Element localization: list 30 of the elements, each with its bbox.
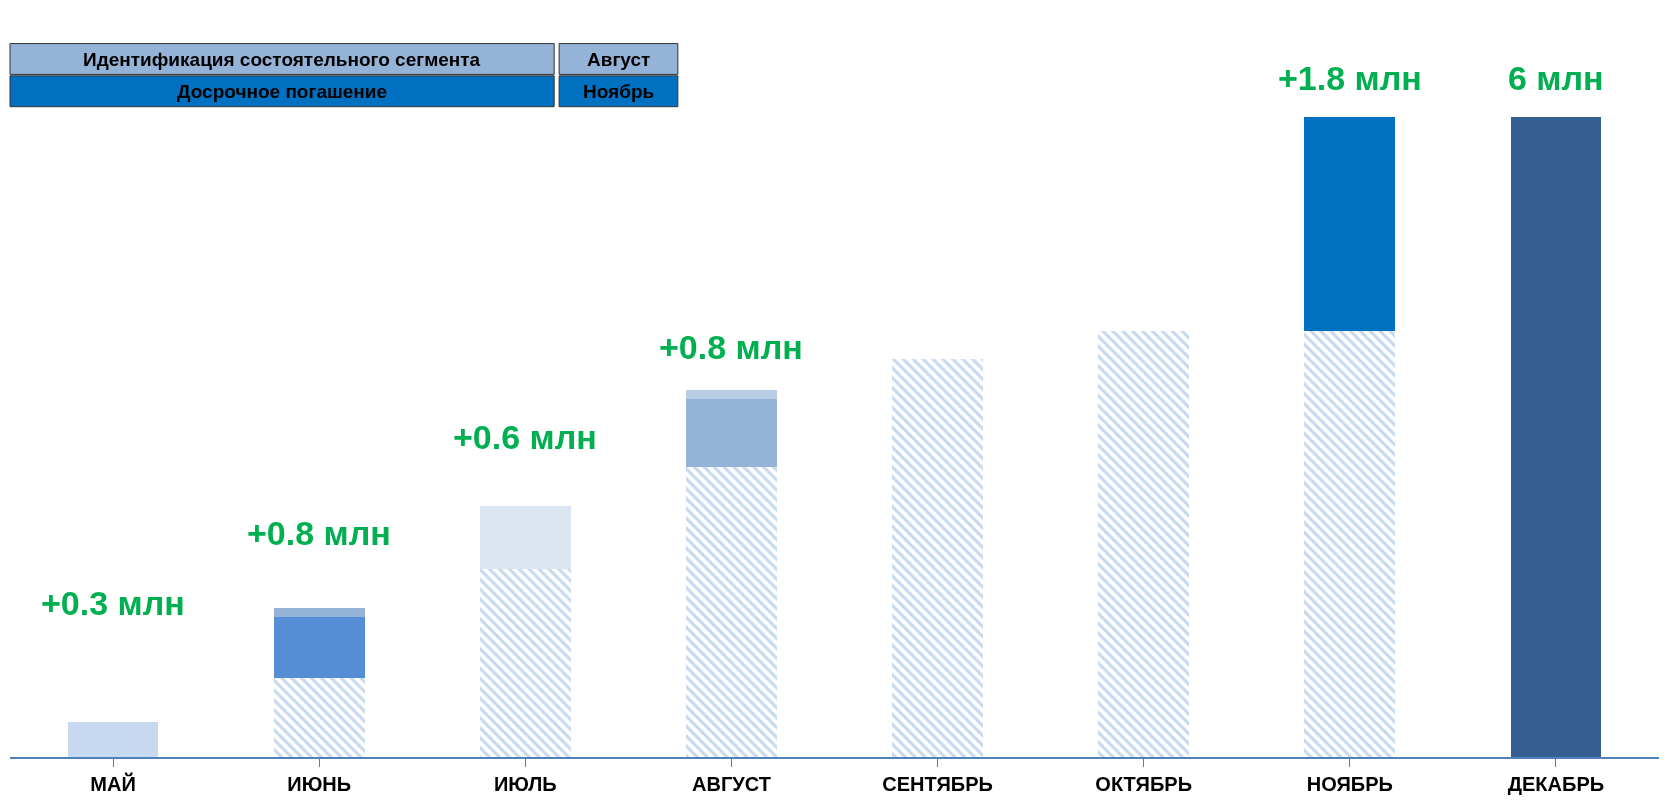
x-tick-label: ДЕКАБРЬ <box>1507 772 1605 795</box>
x-tick-label: СЕНТЯБРЬ <box>882 772 993 795</box>
annotation: +0.3 млн <box>41 584 185 622</box>
text: +1.8 млн <box>1278 59 1422 97</box>
text: 6 млн <box>1508 59 1604 97</box>
bar <box>1510 116 1602 757</box>
bar <box>479 506 571 569</box>
x-tick-label: ОКТЯБРЬ <box>1095 772 1193 795</box>
bar <box>1304 116 1396 332</box>
bar <box>479 568 571 757</box>
text: Досрочное погашение <box>177 81 388 102</box>
x-tick-label: ИЮЛЬ <box>493 772 557 795</box>
x-tick-label: МАЙ <box>90 771 136 795</box>
x-tick-label: ИЮНЬ <box>287 772 352 795</box>
annotation: +0.8 млн <box>247 514 391 552</box>
text: Ноябрь <box>583 81 655 102</box>
bar <box>892 358 983 757</box>
annotation: +0.8 млн <box>659 328 803 366</box>
text: Август <box>587 49 651 70</box>
bar <box>686 467 777 757</box>
x-tick-label: АВГУСТ <box>692 772 771 795</box>
bar <box>67 721 159 757</box>
bar <box>1098 331 1190 757</box>
bar <box>686 389 777 399</box>
bar <box>273 616 365 678</box>
bar <box>1304 331 1396 757</box>
annotation: +0.6 млн <box>453 418 597 456</box>
bar <box>273 677 365 757</box>
x-tick-label: НОЯБРЬ <box>1306 772 1393 795</box>
text: Идентификация состоятельного сегмента <box>83 49 481 70</box>
